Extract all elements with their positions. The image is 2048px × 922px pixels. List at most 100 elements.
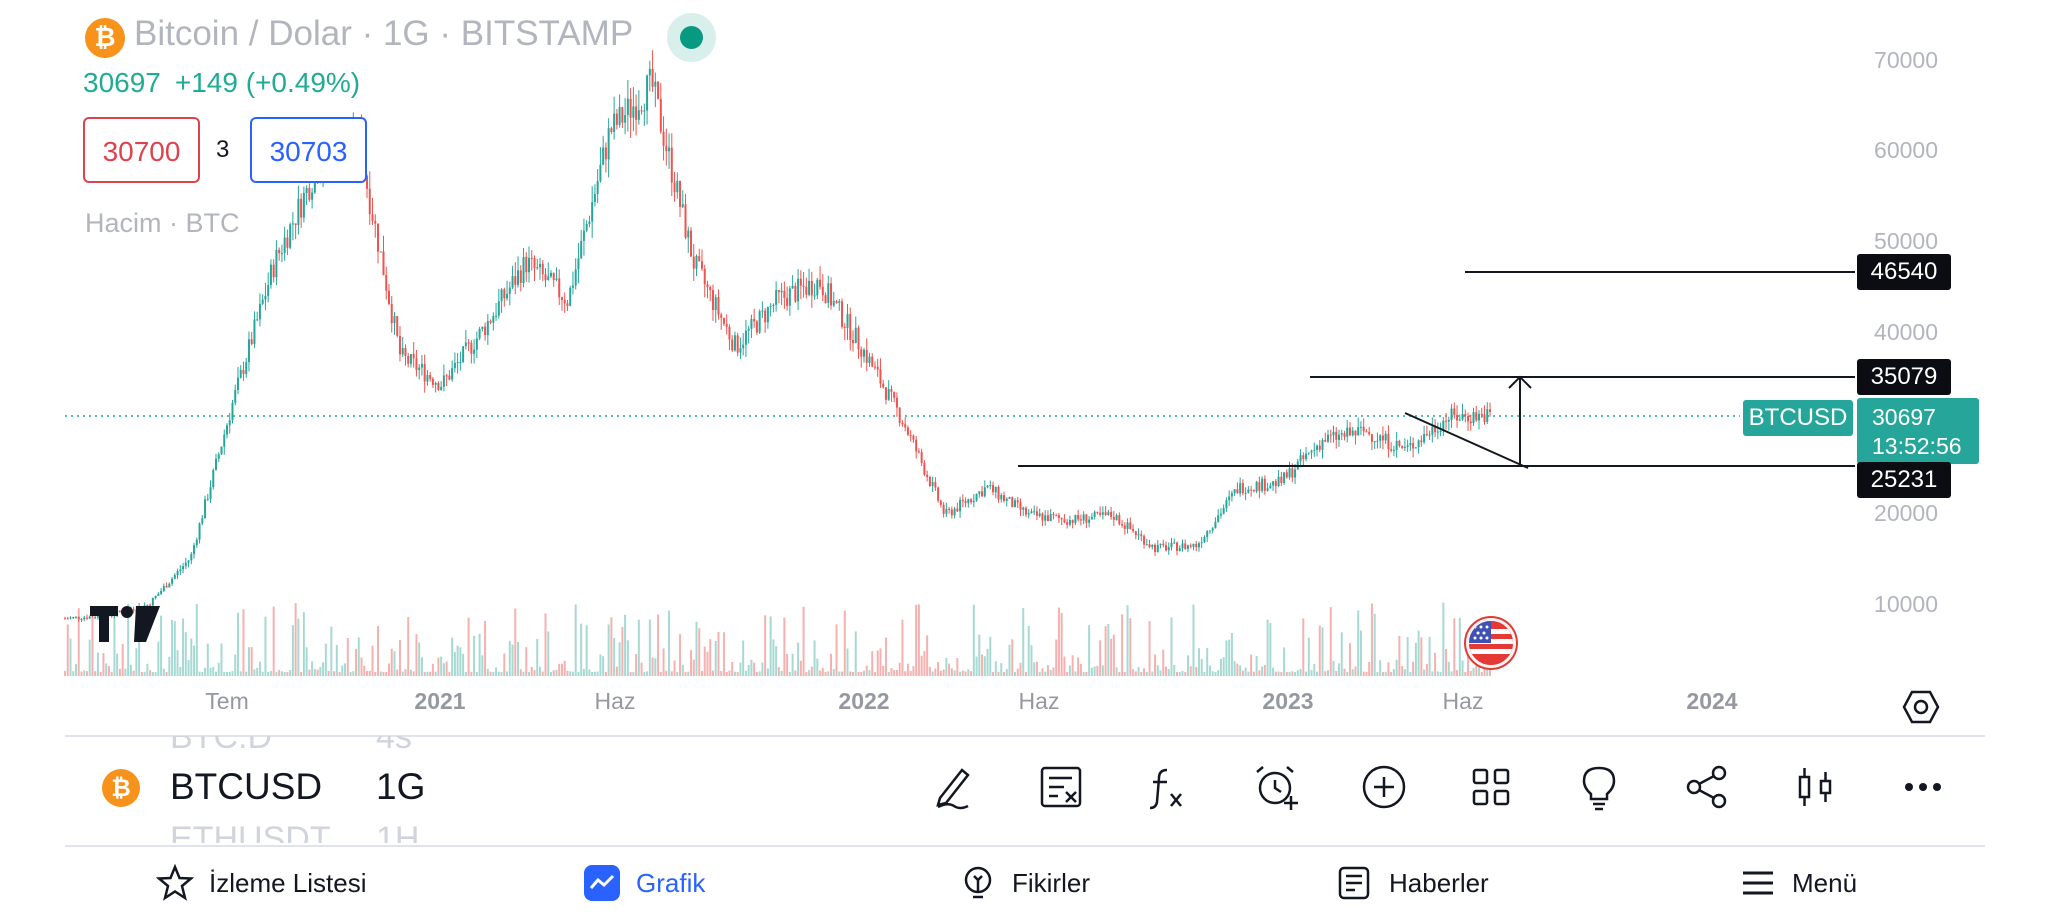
candle-body [555, 278, 558, 280]
next-interval[interactable]: 1H [376, 820, 420, 858]
candle-body [728, 326, 731, 340]
volume-bar [511, 644, 514, 676]
grid-icon[interactable] [1466, 762, 1516, 812]
volume-bar [1140, 671, 1143, 676]
volume-bar [728, 670, 731, 676]
candle-body [684, 204, 687, 238]
trend-line[interactable] [1404, 412, 1529, 469]
candle-body [794, 285, 797, 302]
market-status-icon[interactable] [667, 13, 716, 62]
previous-symbol[interactable]: BTC.D [170, 718, 272, 756]
tradingview-logo[interactable] [90, 604, 160, 655]
alarm-add-icon[interactable] [1251, 762, 1301, 812]
candle-body [1299, 455, 1302, 462]
volume-bar [225, 671, 228, 676]
volume-bar [970, 671, 973, 676]
candle-icon[interactable] [1790, 762, 1840, 812]
volume-bar [409, 669, 412, 676]
candle-body [1390, 449, 1393, 451]
candle-body [118, 610, 121, 612]
volume-bar [1170, 617, 1173, 676]
previous-interval[interactable]: 4s [376, 718, 412, 756]
candle-body [854, 327, 857, 344]
watchlist-remove-icon[interactable] [1036, 762, 1086, 812]
volume-bar [1225, 640, 1228, 676]
candle-body [1214, 521, 1217, 529]
plus-circle-icon[interactable] [1359, 762, 1409, 812]
nav-news[interactable]: Haberler [1335, 860, 1489, 906]
lightbulb-icon[interactable] [1574, 762, 1624, 812]
volume-bar [659, 671, 662, 676]
current-interval[interactable]: 1G [376, 766, 426, 807]
candle-body [173, 575, 176, 579]
candle-body [467, 342, 470, 344]
candle-body [1203, 537, 1206, 543]
volume-bar [816, 658, 819, 676]
volume-bar [615, 666, 618, 676]
volume-bar [1090, 667, 1093, 676]
candle-body [1343, 433, 1346, 437]
volume-bar [967, 669, 970, 676]
volume-bar [1093, 666, 1096, 676]
us-flag-icon[interactable] [1466, 618, 1516, 668]
candle-body [1412, 442, 1415, 449]
candle-body [228, 420, 231, 426]
nav-ideas[interactable]: Fikirler [958, 860, 1090, 906]
nav-chart[interactable]: Grafik [582, 860, 705, 906]
volume-bar [475, 671, 478, 676]
volume-bar [610, 617, 613, 676]
nav-watchlist[interactable]: İzleme Listesi [155, 860, 367, 906]
candle-body [426, 374, 429, 382]
candle-body [1464, 413, 1467, 416]
volume-bar [1263, 664, 1266, 676]
level-tag-support[interactable]: 25231 [1857, 462, 1951, 498]
more-icon[interactable] [1898, 762, 1948, 812]
volume-bar [1118, 671, 1121, 676]
price-axis-label: 50000 [1874, 228, 1938, 254]
buy-button[interactable]: 30703 [250, 117, 367, 183]
spread-value: 3 [216, 136, 230, 163]
volume-bar [72, 671, 75, 676]
candle-body [1469, 421, 1472, 424]
candle-body [1154, 544, 1157, 552]
volume-bar [604, 671, 607, 676]
share-icon[interactable] [1682, 762, 1732, 812]
volume-indicator-label[interactable]: Hacim · BTC [85, 208, 240, 238]
volume-bar [942, 669, 945, 676]
current-symbol[interactable]: BTCUSD [170, 766, 323, 807]
pencil-icon[interactable] [928, 762, 978, 812]
function-icon[interactable] [1143, 762, 1193, 812]
volume-bar [668, 610, 671, 676]
chart-settings-icon[interactable] [1902, 688, 1940, 726]
candle-body [602, 147, 605, 165]
candle-body [783, 290, 786, 298]
volume-bar [838, 671, 841, 676]
level-tag-target[interactable]: 35079 [1857, 359, 1951, 395]
nav-menu[interactable]: Menü [1738, 860, 1857, 906]
candle-body [906, 427, 909, 435]
volume-bar [116, 653, 119, 676]
candle-body [162, 586, 165, 591]
candle-body [676, 180, 679, 193]
volume-bar [319, 667, 322, 676]
candle-body [832, 301, 835, 306]
volume-bar [1068, 665, 1071, 676]
drawings[interactable] [1018, 271, 1855, 469]
volume-bar [1165, 666, 1168, 676]
candle-body [1063, 519, 1066, 523]
next-symbol[interactable]: ETHUSDT [170, 820, 331, 858]
volume-bar [1085, 671, 1088, 676]
price-chart[interactable] [0, 0, 2048, 740]
volume-bar [344, 663, 347, 676]
volume-bar [1464, 671, 1467, 676]
sell-button[interactable]: 30700 [83, 117, 200, 183]
volume-bar [77, 608, 80, 676]
candle-body [591, 202, 594, 222]
volume-bar [1406, 637, 1409, 676]
symbol-title[interactable]: Bitcoin / Dolar · 1G · BITSTAMP [134, 14, 634, 53]
volume-bar [566, 670, 569, 676]
candle-body [819, 279, 822, 287]
level-tag-top[interactable]: 46540 [1857, 254, 1951, 290]
volume-bar [953, 670, 956, 676]
volume-bar [1236, 663, 1239, 676]
